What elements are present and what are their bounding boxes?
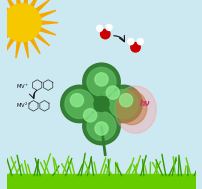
Ellipse shape xyxy=(119,94,132,107)
Polygon shape xyxy=(0,21,5,24)
Ellipse shape xyxy=(94,122,108,135)
Ellipse shape xyxy=(83,109,96,122)
Polygon shape xyxy=(34,32,49,46)
Ellipse shape xyxy=(116,91,146,125)
Circle shape xyxy=(100,29,109,39)
Polygon shape xyxy=(23,0,28,6)
Text: hν: hν xyxy=(139,99,149,108)
Circle shape xyxy=(130,43,140,52)
Polygon shape xyxy=(0,32,10,46)
Polygon shape xyxy=(0,0,10,13)
Polygon shape xyxy=(37,27,56,35)
Circle shape xyxy=(127,39,133,45)
Polygon shape xyxy=(16,39,21,58)
Polygon shape xyxy=(16,0,21,6)
Ellipse shape xyxy=(94,73,108,86)
Ellipse shape xyxy=(70,94,83,107)
Text: MV$^+$: MV$^+$ xyxy=(16,82,30,91)
Polygon shape xyxy=(23,39,28,58)
Text: MV$^{2+}$: MV$^{2+}$ xyxy=(16,101,32,111)
Circle shape xyxy=(137,39,143,45)
Polygon shape xyxy=(39,21,58,24)
Polygon shape xyxy=(0,27,7,35)
Ellipse shape xyxy=(109,90,137,118)
Polygon shape xyxy=(7,174,195,189)
Polygon shape xyxy=(0,10,7,19)
Circle shape xyxy=(105,24,112,30)
Ellipse shape xyxy=(65,90,93,118)
Circle shape xyxy=(96,25,102,31)
Polygon shape xyxy=(29,36,40,54)
Circle shape xyxy=(3,4,41,42)
Ellipse shape xyxy=(82,107,120,145)
Ellipse shape xyxy=(114,86,156,133)
Ellipse shape xyxy=(60,85,98,123)
Polygon shape xyxy=(4,36,15,54)
Circle shape xyxy=(94,96,108,112)
Ellipse shape xyxy=(82,63,120,101)
Ellipse shape xyxy=(104,85,142,123)
Ellipse shape xyxy=(106,86,119,99)
Polygon shape xyxy=(34,0,49,13)
Polygon shape xyxy=(4,0,15,9)
Ellipse shape xyxy=(87,67,115,96)
Ellipse shape xyxy=(87,112,115,141)
Polygon shape xyxy=(37,10,56,19)
Polygon shape xyxy=(29,0,40,9)
